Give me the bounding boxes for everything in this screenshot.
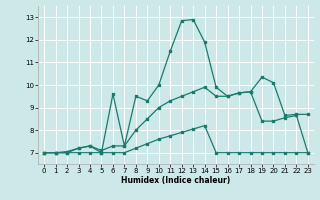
X-axis label: Humidex (Indice chaleur): Humidex (Indice chaleur): [121, 176, 231, 185]
